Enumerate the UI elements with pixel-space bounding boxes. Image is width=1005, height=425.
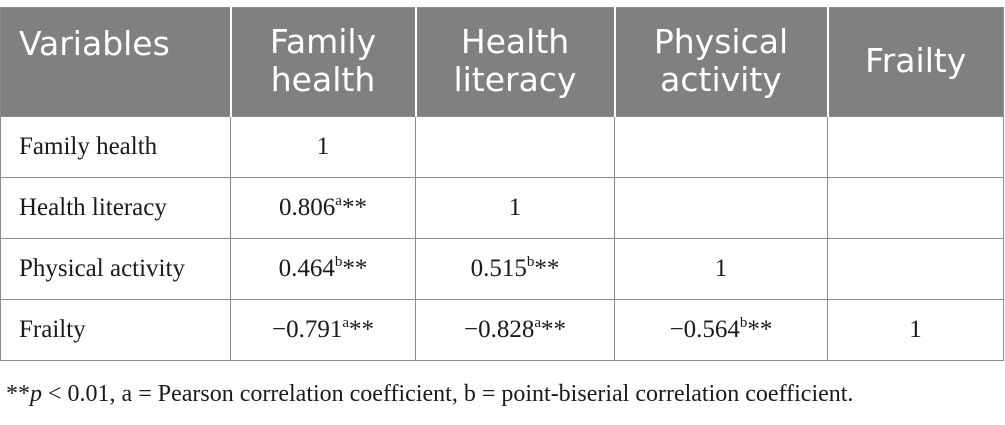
column-header-line: activity — [660, 60, 782, 99]
cell-superscript: b — [526, 254, 535, 270]
cell-significance-stars: ** — [541, 316, 567, 343]
cell-superscript: a — [534, 315, 542, 331]
table-cell: −0.791a** — [230, 299, 416, 361]
cell-significance-stars: ** — [349, 316, 375, 343]
table-row: Physical activity 0.464b** 0.515b** 1 — [0, 238, 1004, 300]
table-cell — [827, 238, 1004, 300]
column-header-line: Physical — [653, 22, 789, 61]
row-label: Family health — [0, 116, 231, 178]
cell-value: 0.806 — [279, 194, 336, 221]
cell-value: 1 — [316, 133, 330, 160]
table-cell — [614, 116, 828, 178]
table-cell — [827, 177, 1004, 239]
cell-value: 0.464 — [278, 255, 335, 282]
column-header-4: Frailty — [826, 7, 1004, 117]
cell-superscript: b — [739, 315, 748, 331]
cell-value: −0.564 — [669, 316, 740, 343]
table-row: Family health 1 — [0, 116, 1004, 178]
cell-significance-stars: ** — [534, 255, 560, 282]
row-label: Health literacy — [0, 177, 231, 239]
table-cell — [415, 116, 615, 178]
table-body: Family health 1 Health literacy 0.806a** 1 Ph… — [0, 116, 1004, 361]
cell-value: −0.828 — [463, 316, 535, 343]
table-cell: −0.828a** — [415, 299, 615, 361]
table-cell: −0.564b** — [614, 299, 828, 361]
row-label: Frailty — [0, 299, 231, 361]
column-header-0: Variables — [0, 7, 231, 117]
table-cell — [614, 177, 828, 239]
cell-value: 1 — [714, 255, 728, 282]
table-cell: 1 — [415, 177, 615, 239]
table-cell: 1 — [230, 116, 416, 178]
column-header-1: Family health — [229, 7, 416, 117]
cell-superscript: a — [342, 315, 350, 331]
table-cell: 0.806a** — [230, 177, 416, 239]
column-header-line: health — [270, 60, 376, 99]
cell-value: 1 — [508, 194, 522, 221]
column-header-line: Family — [269, 22, 377, 61]
header-row: Variables Family health Health literacy Physi… — [0, 7, 1004, 117]
footnote-stars: ** — [6, 381, 30, 407]
table-header: Variables Family health Health literacy Physi… — [0, 7, 1004, 117]
cell-value: −0.791 — [271, 316, 343, 343]
footnote-text: < 0.01, a = Pearson correlation coeffici… — [42, 381, 854, 407]
table-row: Frailty −0.791a** −0.828a** −0.564b** 1 — [0, 299, 1004, 361]
cell-superscript: b — [334, 254, 343, 270]
cell-superscript: a — [335, 193, 342, 209]
footnote-p-symbol: p — [30, 381, 42, 407]
cell-significance-stars: ** — [747, 316, 773, 343]
column-header-line: Health — [460, 22, 570, 61]
table-cell: 1 — [827, 299, 1004, 361]
cell-value: 1 — [909, 316, 922, 343]
table-footnote: **p < 0.01, a = Pearson correlation coef… — [6, 381, 853, 408]
cell-value: 0.515 — [470, 255, 527, 282]
row-label: Physical activity — [0, 238, 231, 300]
column-header-line: Frailty — [865, 41, 967, 80]
correlation-table: Variables Family health Health literacy Physi… — [0, 7, 1004, 361]
column-header-line: literacy — [453, 60, 577, 99]
correlation-table-container: Variables Family health Health literacy Physi… — [0, 7, 1004, 361]
table-cell — [827, 116, 1004, 178]
cell-significance-stars: ** — [342, 255, 368, 282]
column-header-2: Health literacy — [414, 7, 615, 117]
table-cell: 0.515b** — [415, 238, 615, 300]
column-header-3: Physical activity — [613, 7, 828, 117]
table-row: Health literacy 0.806a** 1 — [0, 177, 1004, 239]
column-header-line: Variables — [19, 24, 170, 63]
table-cell: 0.464b** — [230, 238, 416, 300]
cell-significance-stars: ** — [341, 194, 367, 221]
table-cell: 1 — [614, 238, 828, 300]
